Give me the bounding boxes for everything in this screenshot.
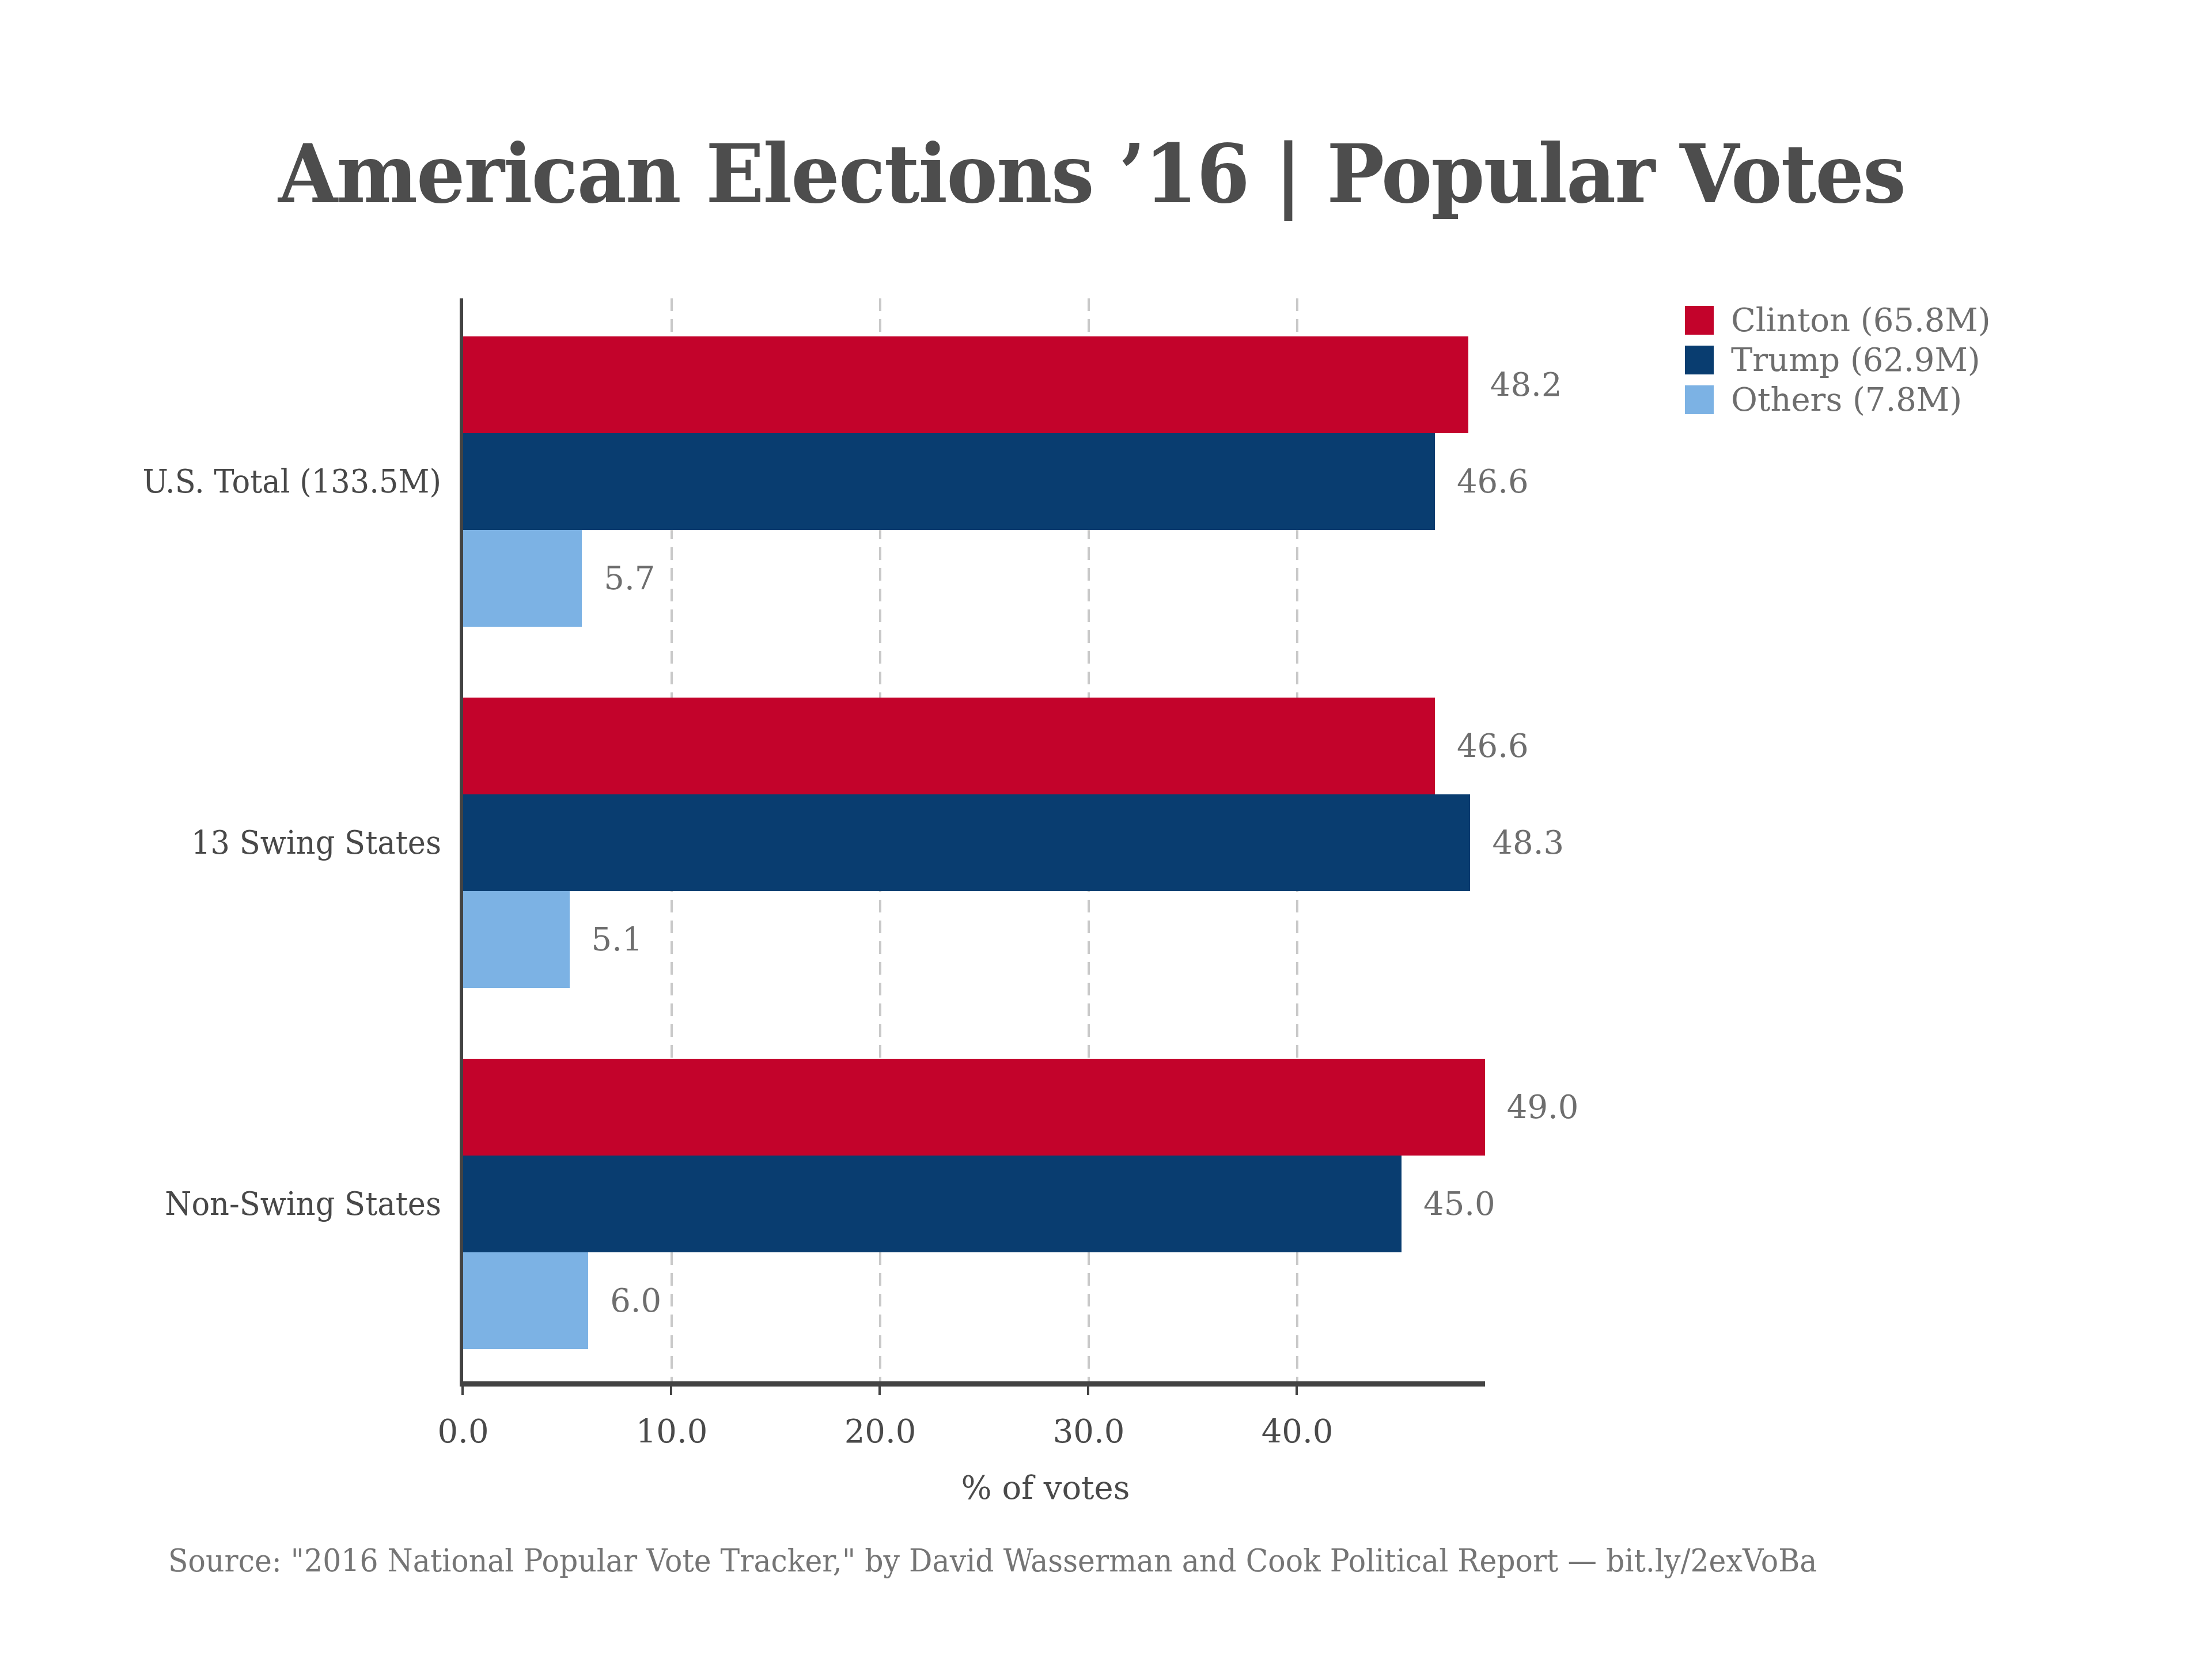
bar-series0-group1: [463, 698, 1435, 794]
axis-tick: [670, 1387, 672, 1395]
legend: Clinton (65.8M) Trump (62.9M) Others (7.8M…: [1685, 306, 1991, 414]
legend-item: Others (7.8M): [1685, 385, 1991, 414]
x-tick-label: 40.0: [1240, 1412, 1355, 1450]
value-label: 48.3: [1492, 794, 1564, 891]
axis-tick: [1296, 1387, 1298, 1395]
legend-item: Clinton (65.8M): [1685, 306, 1991, 335]
x-tick-label: 30.0: [1031, 1412, 1146, 1450]
bar-series1-group1: [463, 794, 1470, 891]
value-label: 5.7: [604, 530, 655, 627]
x-tick-label: 0.0: [406, 1412, 521, 1450]
source-note: Source: "2016 National Popular Vote Trac…: [168, 1543, 1817, 1579]
value-label: 48.2: [1490, 336, 1562, 433]
legend-swatch: [1685, 306, 1714, 335]
axis-tick: [461, 1387, 464, 1395]
category-label: U.S. Total (133.5M): [26, 336, 441, 627]
legend-label: Others (7.8M): [1731, 385, 1962, 414]
legend-label: Clinton (65.8M): [1731, 306, 1991, 335]
legend-swatch: [1685, 385, 1714, 414]
value-label: 45.0: [1423, 1156, 1495, 1252]
legend-swatch: [1685, 346, 1714, 374]
bar-series2-group1: [463, 891, 570, 988]
legend-item: Trump (62.9M): [1685, 346, 1991, 374]
axis-tick: [1087, 1387, 1089, 1395]
value-label: 49.0: [1507, 1059, 1579, 1156]
category-label: Non-Swing States: [26, 1059, 441, 1349]
bar-series0-group0: [463, 336, 1468, 433]
x-axis-label: % of votes: [464, 1469, 1627, 1506]
value-label: 46.6: [1457, 698, 1529, 794]
category-label: 13 Swing States: [26, 698, 441, 988]
axis-tick: [878, 1387, 881, 1395]
value-label: 46.6: [1457, 433, 1529, 530]
bar-series0-group2: [463, 1059, 1485, 1156]
bar-series2-group0: [463, 530, 582, 627]
x-axis-line: [463, 1381, 1485, 1387]
bar-series1-group0: [463, 433, 1435, 530]
bar-series1-group2: [463, 1156, 1402, 1252]
legend-label: Trump (62.9M): [1731, 346, 1980, 374]
x-tick-label: 20.0: [823, 1412, 938, 1450]
value-label: 5.1: [592, 891, 643, 988]
y-axis-line: [460, 298, 463, 1387]
chart-canvas: American Elections ’16 | Popular Votes U…: [0, 0, 2212, 1659]
bar-series2-group2: [463, 1252, 588, 1349]
x-tick-label: 10.0: [614, 1412, 729, 1450]
chart-title: American Elections ’16 | Popular Votes: [41, 127, 2142, 221]
value-label: 6.0: [610, 1252, 661, 1349]
